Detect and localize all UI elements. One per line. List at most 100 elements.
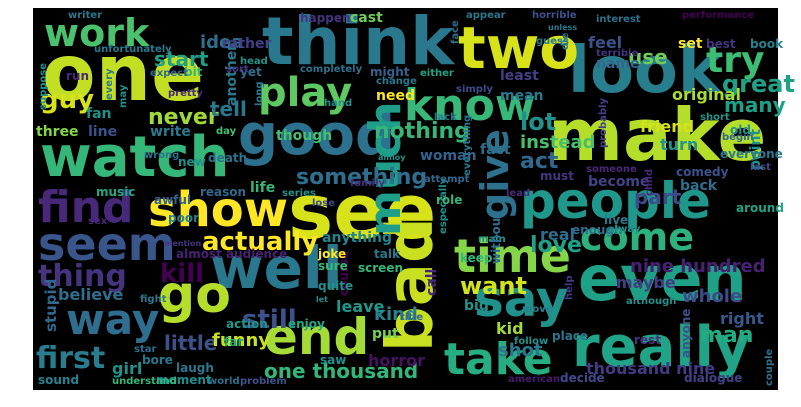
word-become: become [588,174,650,190]
word-horror: horror [368,351,425,370]
word-laugh: laugh [176,361,214,375]
word-enough: enough [572,223,623,237]
word-understand: understand [112,376,177,387]
word-nine-hundred: nine hundred [630,256,766,277]
word-time: time [454,229,571,283]
word-one: one [42,29,204,119]
word-lack: lack [434,112,457,123]
word-tell: tell [210,97,247,121]
word-friend: friend [640,117,694,136]
word-cast: cast [350,10,383,26]
word-moment: moment [156,373,212,387]
word-cloud-background [33,8,778,390]
word-alway: alway [608,224,641,235]
word-funny: funny [212,330,270,351]
word-point: point [748,129,764,170]
word-last: last [750,162,771,173]
word-call: call [424,269,440,296]
word-three: three [36,124,79,140]
word-turn: turn [660,135,698,154]
word-play: play [258,70,352,116]
word-end: end [264,308,369,366]
word-even: even [578,242,747,315]
word-shot: shot [498,340,543,361]
word-comedy: comedy [676,165,729,179]
word-action: action [226,317,268,331]
word-joke: joke [317,247,346,261]
word-might: might [370,65,410,79]
word-may: may [118,84,129,108]
word-something: something [296,165,427,190]
word-guy: guy [40,85,94,115]
word-enjoy: enjoy [288,317,325,331]
word-day: day [216,126,237,137]
word-way: way [66,295,159,344]
word-anything: anything [322,230,392,246]
word-screen: screen [358,261,403,275]
word-never: never [148,105,219,130]
word-poor: poor [168,211,199,225]
word-leave: leave [336,297,385,316]
word-thousand-nine: thousand nine [586,359,715,378]
word-rest: rest [634,333,661,347]
word-lot: lot [520,108,556,136]
word-name: name [596,56,640,72]
word-original: original [672,85,741,104]
word-life: life [250,180,275,196]
word-talk: talk [374,247,401,261]
word-simply: simply [456,84,493,95]
word-feel: feel [588,33,622,52]
word-place: place [552,329,588,343]
word-write: write [150,124,191,140]
word-instead: instead [520,132,596,153]
word-say: say [474,270,569,328]
word-death: death [208,151,247,165]
word-yet: yet [240,65,262,79]
word-bit: bit [184,65,203,79]
word-sound: sound [38,373,79,387]
word-kill: kill [160,259,204,289]
word-annoy: annoy [378,153,406,162]
word-set: set [678,36,703,52]
word-nothing: nothing [374,119,470,144]
word-bore: bore [142,353,173,367]
word-real: real [540,225,575,244]
word-big: big [464,298,489,314]
word-come: come [580,215,694,259]
word-hand: hand [324,98,352,109]
word-old: old [730,123,751,137]
word-part: part [634,185,682,209]
word-title: title [400,312,423,323]
word-stupid: stupid [42,279,60,332]
word-wrong: wrong [144,150,179,161]
word-every: every [104,68,115,100]
word-awful: awful [154,193,191,207]
word-move: move [522,304,553,315]
word-seem: seem [38,217,176,271]
word-change: change [376,76,417,87]
word-woman: woman [420,148,477,164]
word-take: take [444,334,553,385]
word-someone: someone [586,164,637,175]
word-case: case [382,27,403,36]
word-cloud-words: one see make think look watch good two b… [36,3,795,387]
word-first: first [36,341,105,376]
word-quite: quite [318,279,353,293]
word-everything: everything [462,115,473,176]
word-need: need [376,88,415,104]
word-really: really [572,315,750,380]
word-pretty: pretty [168,88,203,99]
word-rather: rather [222,36,272,52]
word-fan: fan [86,106,112,122]
word-main: main [478,234,506,245]
word-new: new [178,155,206,169]
word-book: book [750,37,784,51]
word-two: two [458,14,579,82]
word-act: act [520,149,559,174]
word-begin: begin [722,132,754,143]
word-head: head [240,56,268,67]
word-sex: sex [88,216,108,227]
word-believe: believe [58,285,124,304]
word-everyone: everyone [720,147,783,161]
